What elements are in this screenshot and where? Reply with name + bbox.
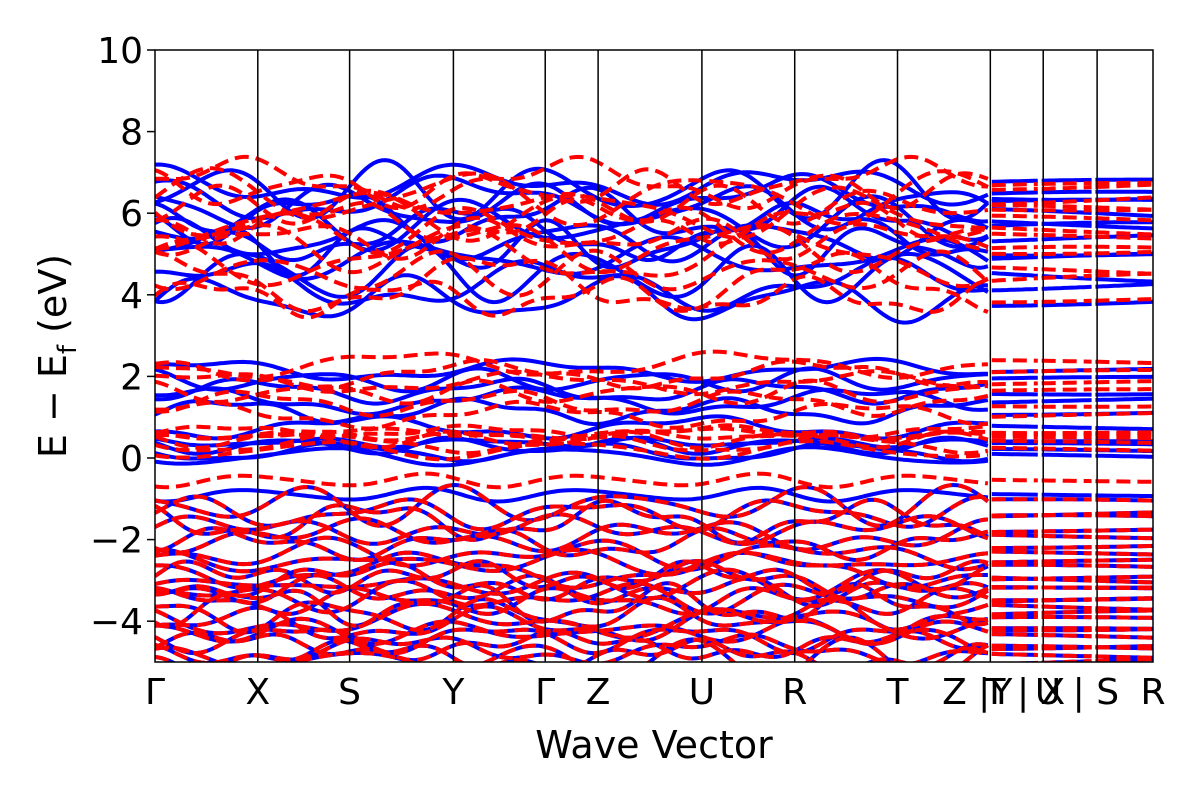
x-tick-label: Γ xyxy=(535,672,555,713)
band-line xyxy=(155,215,1153,264)
band-line xyxy=(155,559,1153,595)
y-axis-ticks: −4 −2 0 2 4 6 8 10 xyxy=(90,31,155,643)
series-dft-bands xyxy=(155,154,1153,662)
band-line xyxy=(155,369,1153,397)
band-line xyxy=(155,167,1153,211)
band-line xyxy=(155,567,1153,602)
band-line xyxy=(155,376,1153,406)
y-tick-label: 8 xyxy=(120,113,143,154)
band-line xyxy=(155,471,1153,490)
y-tick-label: 0 xyxy=(120,439,143,480)
x-tick-label: R xyxy=(1140,672,1165,713)
band-line xyxy=(155,627,1153,656)
band-line xyxy=(155,378,1153,406)
band-line xyxy=(155,399,1153,431)
x-tick-label: U | S xyxy=(1035,672,1119,713)
band-line xyxy=(155,414,1153,441)
x-axis-label: Wave Vector xyxy=(535,723,773,767)
x-tick-label: Z xyxy=(586,672,611,713)
band-line xyxy=(155,388,1153,418)
band-line xyxy=(155,183,1153,226)
band-line xyxy=(155,154,1153,211)
band-line xyxy=(155,578,1153,616)
x-tick-label: S xyxy=(338,672,361,713)
high-symmetry-lines xyxy=(257,50,1098,662)
band-line xyxy=(155,349,1153,380)
y-tick-label: 4 xyxy=(120,276,143,317)
y-tick-label: −4 xyxy=(90,602,143,643)
band-line xyxy=(155,637,1153,662)
band-line xyxy=(155,595,1153,635)
band-line xyxy=(155,162,1153,207)
band-line xyxy=(155,547,1153,577)
x-tick-label: T xyxy=(886,672,910,713)
band-line xyxy=(155,535,1153,572)
x-tick-label: U xyxy=(689,672,715,713)
x-tick-label: Y xyxy=(441,672,465,713)
band-line xyxy=(155,604,1153,646)
x-tick-label: T | X xyxy=(983,672,1066,713)
band-line xyxy=(155,526,1153,563)
band-line xyxy=(155,224,1153,289)
x-tick-label: Z |Y xyxy=(942,672,1013,713)
band-line xyxy=(155,166,1153,228)
band-line xyxy=(155,550,1153,590)
band-line xyxy=(155,429,1153,450)
x-tick-label: X xyxy=(245,672,270,713)
band-line xyxy=(155,632,1153,662)
band-line xyxy=(155,516,1153,555)
band-line xyxy=(155,432,1153,456)
band-line xyxy=(155,205,1153,256)
band-line xyxy=(155,249,1153,314)
y-tick-label: −2 xyxy=(90,521,143,562)
y-axis-label-unit: (eV) xyxy=(31,254,75,345)
band-line xyxy=(155,485,1153,504)
band-line xyxy=(155,494,1153,532)
y-tick-label: 10 xyxy=(97,31,143,72)
band-line xyxy=(155,581,1153,629)
band-line xyxy=(155,628,1153,662)
band-line xyxy=(155,423,1153,440)
y-tick-label: 2 xyxy=(120,357,143,398)
band-line xyxy=(155,512,1153,547)
plot-frame xyxy=(154,49,1154,663)
x-tick-label: R xyxy=(782,672,807,713)
x-tick-label: Γ xyxy=(145,672,165,713)
band-line xyxy=(155,366,1153,394)
y-axis-label: E − Ef (eV) xyxy=(31,254,83,458)
y-axis-label-main: E − E xyxy=(31,354,75,458)
band-line xyxy=(155,243,1153,305)
band-line xyxy=(155,223,1153,275)
band-line xyxy=(155,194,1153,253)
y-tick-label: 6 xyxy=(120,194,143,235)
band-line xyxy=(155,482,1153,528)
y-axis-label-sub: f xyxy=(53,344,83,354)
band-line xyxy=(155,274,1153,320)
band-line xyxy=(155,358,1153,391)
